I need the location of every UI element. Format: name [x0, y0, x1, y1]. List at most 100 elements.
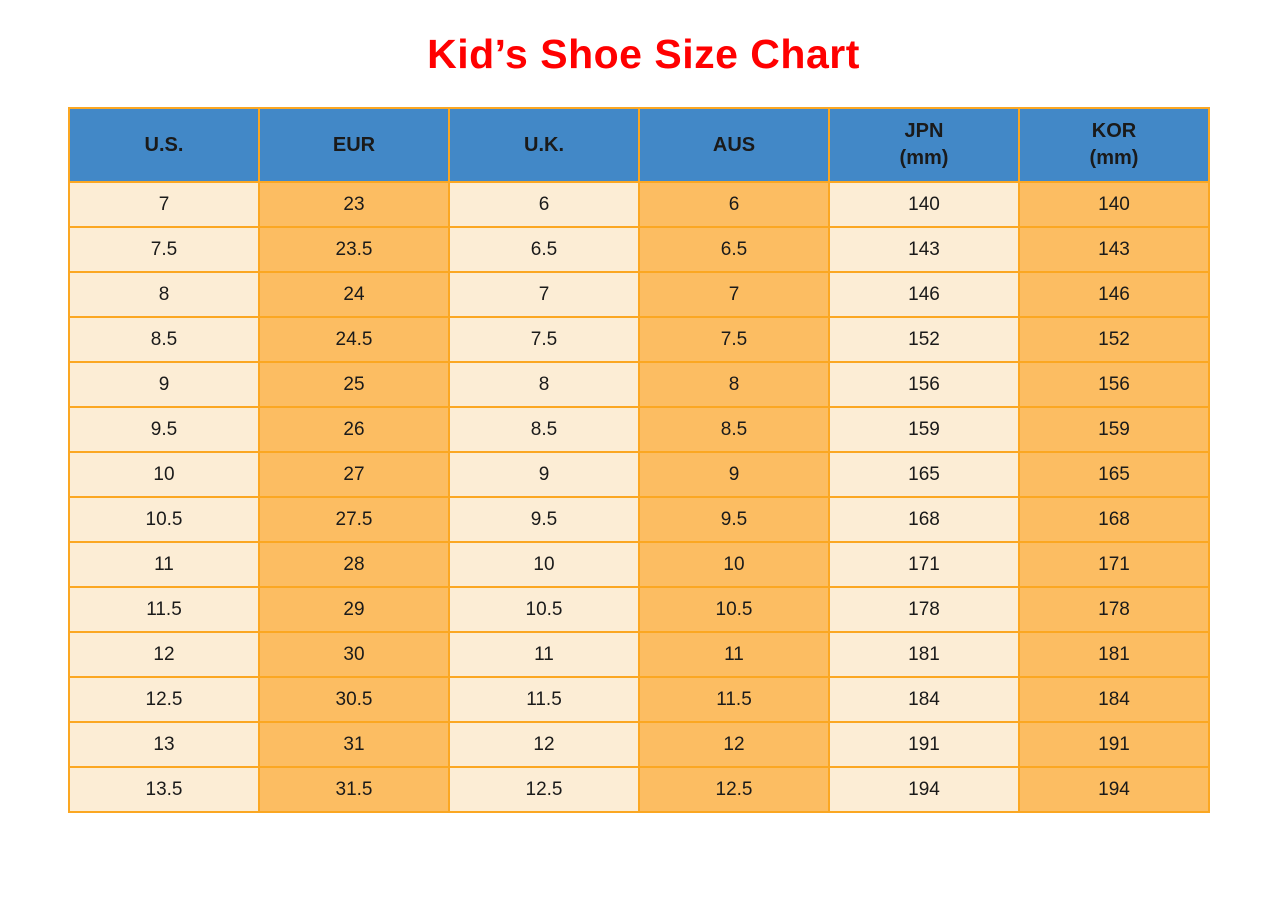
- table-row: 10.5 27.5 9.5 9.5 168 168: [68, 496, 1210, 543]
- size-cell: 181: [828, 631, 1020, 678]
- size-cell: 12: [68, 631, 260, 678]
- column-header-label: U.S.: [144, 133, 184, 156]
- shoe-size-table: U.S. EUR U.K. AUS JPN (mm): [68, 107, 1210, 813]
- size-cell: 10.5: [68, 496, 260, 543]
- size-cell: 171: [828, 541, 1020, 588]
- column-header-aus: AUS: [638, 107, 830, 183]
- size-cell: 24: [258, 271, 450, 318]
- size-cell: 24.5: [258, 316, 450, 363]
- size-cell: 8: [68, 271, 260, 318]
- size-cell: 23.5: [258, 226, 450, 273]
- size-cell: 25: [258, 361, 450, 408]
- size-cell: 23: [258, 181, 450, 228]
- size-cell: 191: [828, 721, 1020, 768]
- size-cell: 7: [68, 181, 260, 228]
- size-cell: 11: [448, 631, 640, 678]
- size-cell: 11.5: [68, 586, 260, 633]
- size-cell: 31.5: [258, 766, 450, 813]
- size-cell: 27.5: [258, 496, 450, 543]
- size-cell: 10: [448, 541, 640, 588]
- size-cell: 10: [68, 451, 260, 498]
- size-cell: 184: [1018, 676, 1210, 723]
- size-cell: 8.5: [638, 406, 830, 453]
- table-row: 9 25 8 8 156 156: [68, 361, 1210, 408]
- size-cell: 12.5: [448, 766, 640, 813]
- table-row: 8.5 24.5 7.5 7.5 152 152: [68, 316, 1210, 363]
- size-cell: 171: [1018, 541, 1210, 588]
- size-cell: 7.5: [448, 316, 640, 363]
- table-row: 13 31 12 12 191 191: [68, 721, 1210, 768]
- size-cell: 181: [1018, 631, 1210, 678]
- size-cell: 159: [1018, 406, 1210, 453]
- size-cell: 11: [638, 631, 830, 678]
- size-cell: 194: [828, 766, 1020, 813]
- size-cell: 12.5: [638, 766, 830, 813]
- size-cell: 191: [1018, 721, 1210, 768]
- size-cell: 29: [258, 586, 450, 633]
- size-cell: 152: [1018, 316, 1210, 363]
- size-cell: 9.5: [68, 406, 260, 453]
- size-cell: 31: [258, 721, 450, 768]
- column-header-label: EUR: [332, 133, 376, 156]
- size-cell: 156: [1018, 361, 1210, 408]
- page: Kid’s Shoe Size Chart U.S. EUR U.K. AUS: [0, 30, 1287, 813]
- size-cell: 7: [638, 271, 830, 318]
- table-row: 12.5 30.5 11.5 11.5 184 184: [68, 676, 1210, 723]
- table-header: U.S. EUR U.K. AUS JPN (mm): [68, 107, 1210, 183]
- size-cell: 7: [448, 271, 640, 318]
- column-header-us: U.S.: [68, 107, 260, 183]
- column-header-label: U.K.: [524, 133, 564, 156]
- column-header-unit: (mm): [1089, 147, 1139, 169]
- size-cell: 143: [828, 226, 1020, 273]
- size-cell: 6: [448, 181, 640, 228]
- size-cell: 146: [828, 271, 1020, 318]
- page-title: Kid’s Shoe Size Chart: [427, 31, 860, 77]
- size-cell: 194: [1018, 766, 1210, 813]
- size-cell: 7.5: [68, 226, 260, 273]
- size-cell: 165: [1018, 451, 1210, 498]
- size-cell: 7.5: [638, 316, 830, 363]
- column-header-jpn: JPN (mm): [828, 107, 1020, 183]
- size-cell: 140: [1018, 181, 1210, 228]
- size-cell: 168: [828, 496, 1020, 543]
- column-header-eur: EUR: [258, 107, 450, 183]
- size-cell: 12.5: [68, 676, 260, 723]
- size-cell: 30: [258, 631, 450, 678]
- size-cell: 178: [1018, 586, 1210, 633]
- size-cell: 12: [448, 721, 640, 768]
- size-cell: 9.5: [448, 496, 640, 543]
- size-cell: 152: [828, 316, 1020, 363]
- size-cell: 9: [68, 361, 260, 408]
- size-cell: 11.5: [448, 676, 640, 723]
- size-cell: 168: [1018, 496, 1210, 543]
- size-cell: 184: [828, 676, 1020, 723]
- size-cell: 28: [258, 541, 450, 588]
- size-cell: 9: [638, 451, 830, 498]
- size-cell: 9: [448, 451, 640, 498]
- column-header-uk: U.K.: [448, 107, 640, 183]
- table-row: 13.5 31.5 12.5 12.5 194 194: [68, 766, 1210, 813]
- size-cell: 178: [828, 586, 1020, 633]
- table-row: 7.5 23.5 6.5 6.5 143 143: [68, 226, 1210, 273]
- column-header-unit: (mm): [899, 147, 949, 169]
- table-body: 7 23 6 6 140 140 7.5 23.5 6.5 6.5 143 143 8 24 7 7 146 14…: [68, 181, 1210, 813]
- table-row: 11 28 10 10 171 171: [68, 541, 1210, 588]
- column-header-label: KOR: [1091, 120, 1137, 142]
- size-cell: 26: [258, 406, 450, 453]
- size-cell: 12: [638, 721, 830, 768]
- size-cell: 30.5: [258, 676, 450, 723]
- size-cell: 156: [828, 361, 1020, 408]
- header-row: U.S. EUR U.K. AUS JPN (mm): [68, 107, 1210, 183]
- size-cell: 11: [68, 541, 260, 588]
- size-cell: 10.5: [638, 586, 830, 633]
- column-header-kor: KOR (mm): [1018, 107, 1210, 183]
- size-cell: 8: [638, 361, 830, 408]
- size-cell: 143: [1018, 226, 1210, 273]
- size-cell: 10: [638, 541, 830, 588]
- table-row: 7 23 6 6 140 140: [68, 181, 1210, 228]
- table-row: 8 24 7 7 146 146: [68, 271, 1210, 318]
- size-cell: 13.5: [68, 766, 260, 813]
- size-cell: 140: [828, 181, 1020, 228]
- column-header-label: AUS: [712, 133, 756, 156]
- size-cell: 146: [1018, 271, 1210, 318]
